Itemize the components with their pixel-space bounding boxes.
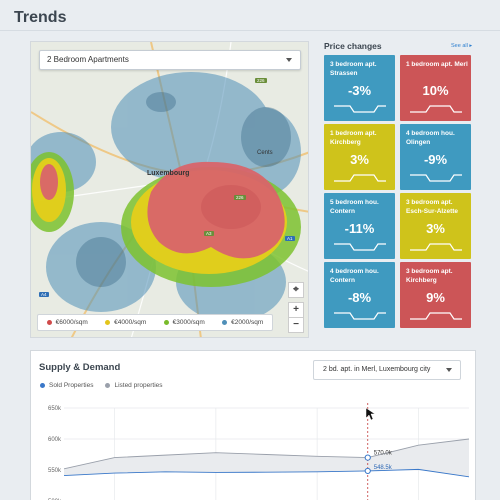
trend-down-icon [410,174,462,182]
city-label: Luxembourg [147,170,190,177]
trend-down-icon [334,312,386,320]
hover-point-listed [364,454,371,461]
legend-dot [163,320,169,325]
tile-property-name: 1 bedroom apt. Merl [406,61,468,68]
supply-demand-title: Supply & Demand [39,362,121,373]
tile-property-name: 3 bedroom apt. Esch-Sur-Alzette [406,199,459,215]
legend-item: €4000/sqm [105,319,146,326]
tile-change-value: -3% [347,83,372,98]
price-change-tile[interactable]: 3 bedroom apt. Esch-Sur-Alzette 3% [400,193,471,259]
hover-label-listed: 570.0k [374,451,393,457]
tile-change-value: 10% [422,83,449,98]
road-badge: A4 [39,292,49,297]
apartment-type-select[interactable]: 2 Bedroom Apartments [39,50,301,70]
property-select-value: 2 bd. apt. in Merl, Luxembourg city [323,366,431,373]
y-tick-label: 600k [48,437,62,443]
legend-item: €2000/sqm [222,319,263,326]
zoom-in-button[interactable]: + [288,302,304,318]
title-divider [0,30,500,31]
price-change-tile[interactable]: 4 bedroom hou. Olingen -9% [400,124,471,190]
price-change-tile[interactable]: 1 bedroom apt. Kirchberg 3% [324,124,395,190]
locate-button[interactable]: ⌖ [288,282,304,298]
hover-label-sold: 548.5k [374,465,393,471]
road-badge: A3 [204,231,214,236]
trend-down-icon [334,105,386,113]
trend-up-icon [410,312,462,320]
tile-change-value: 9% [426,290,445,305]
legend-dot [105,383,111,388]
tile-change-value: -11% [344,221,375,236]
tile-change-value: 3% [426,221,445,236]
price-change-tile[interactable]: 3 bedroom apt. Kirchberg 9% [400,262,471,328]
price-change-tile[interactable]: 1 bedroom apt. Merl 10% [400,55,471,121]
trend-down-icon [334,243,386,251]
price-change-tile[interactable]: 3 bedroom apt. Strassen -3% [324,55,395,121]
tile-change-value: 3% [350,152,369,167]
trend-up-icon [334,174,386,182]
legend-item: €6000/sqm [46,319,88,326]
chart-legend: Sold Properties Listed properties [40,382,175,389]
page-title: Trends [14,9,67,26]
apartment-type-value: 2 Bedroom Apartments [47,55,129,64]
y-tick-label: 550k [48,468,62,474]
minus-icon: − [293,319,299,330]
tile-property-name: 3 bedroom apt. Strassen [330,61,377,77]
series-line-listed [63,438,470,470]
legend-sold[interactable]: Sold Properties [40,382,93,389]
tile-property-name: 4 bedroom hou. Olingen [406,130,455,146]
road-badge: 226 [234,195,246,200]
zoom-out-button[interactable]: − [288,317,304,333]
crosshair-icon: ⌖ [293,284,299,295]
legend-dot [46,320,52,325]
plus-icon: + [293,304,299,315]
price-changes-title: Price changes [324,41,382,51]
legend-dot [222,320,228,325]
road-badge: A1 [285,236,295,241]
legend-dot [105,320,111,325]
price-change-tile[interactable]: 4 bedroom hou. Contern -8% [324,262,395,328]
heatmap-map[interactable] [31,42,309,338]
heatmap-card[interactable]: Luxembourg Cents 226 226 A3 A1 A4 2 Bedr… [30,41,309,338]
legend-listed[interactable]: Listed properties [105,382,163,389]
cursor-icon [365,407,376,421]
legend-dot [40,383,45,388]
property-select[interactable]: 2 bd. apt. in Merl, Luxembourg city [313,360,461,380]
range-area [64,439,469,477]
legend-item: €3000/sqm [163,319,205,326]
tile-change-value: -9% [423,152,448,167]
tile-property-name: 3 bedroom apt. Kirchberg [406,268,453,284]
trend-up-icon [410,105,462,113]
map-legend: €6000/sqm €4000/sqm €3000/sqm €2000/sqm [37,314,273,331]
place-label: Cents [257,150,273,156]
tile-property-name: 5 bedroom hou. Contern [330,199,379,215]
tile-property-name: 4 bedroom hou. Contern [330,268,379,284]
trend-up-icon [410,243,462,251]
chevron-down-icon [286,58,292,62]
tile-property-name: 1 bedroom apt. Kirchberg [330,130,377,146]
series-line-sold [63,468,470,478]
road-badge: 226 [255,78,267,83]
price-change-tile[interactable]: 5 bedroom hou. Contern -11% [324,193,395,259]
chevron-down-icon [446,368,452,372]
y-tick-label: 650k [48,406,62,412]
see-all-link[interactable]: See all ▸ [451,43,473,49]
hover-point-sold [364,467,371,475]
tile-change-value: -8% [347,290,372,305]
